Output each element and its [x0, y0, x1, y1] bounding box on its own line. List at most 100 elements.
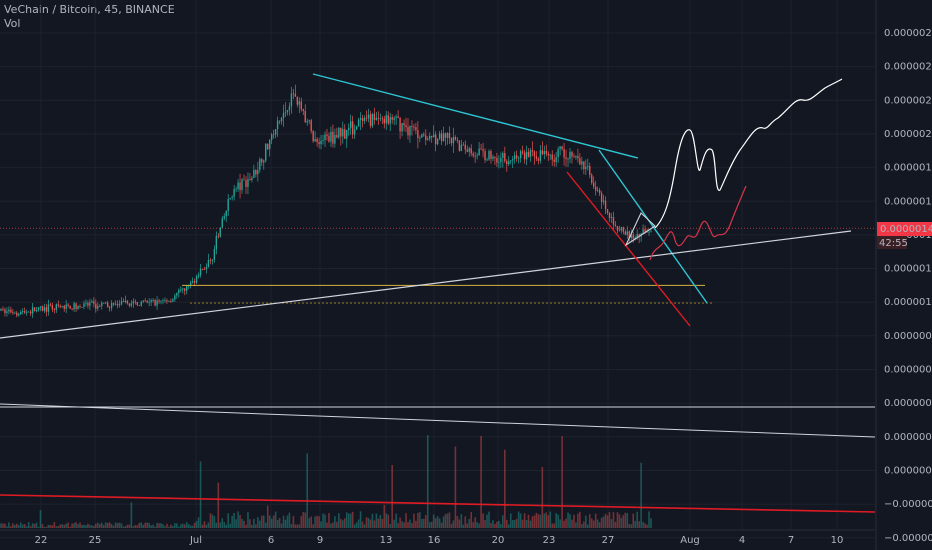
volume-bar [166, 523, 168, 528]
candle-body [263, 160, 265, 163]
candle-body [178, 289, 180, 294]
candle-body [498, 161, 500, 163]
volume-bar [521, 519, 524, 528]
candle-body [527, 151, 530, 157]
volume-bar [401, 521, 403, 528]
candle-body [371, 113, 374, 126]
volume-bar [284, 519, 287, 528]
candle-body [318, 142, 320, 145]
candle-body [296, 96, 299, 105]
time-axis[interactable]: 22 25 Jul 6 9 13 16 20 23 27 Aug 4 7 10 [0, 529, 875, 546]
volume-bar [575, 522, 577, 528]
volume-bar [231, 515, 233, 528]
candle-body [274, 129, 277, 135]
volume-bar [187, 524, 190, 528]
volume-bar [225, 524, 228, 528]
candle-body [239, 182, 241, 191]
candle-body [470, 148, 472, 154]
candle-body [160, 301, 162, 302]
candle-body [71, 308, 73, 310]
candle-body [237, 182, 239, 189]
volume-bar [622, 515, 625, 528]
candle-body [417, 130, 419, 139]
candle-body [91, 301, 93, 303]
volume-bar [270, 518, 273, 528]
volume-bar [545, 512, 548, 528]
candle-body [158, 300, 160, 302]
candle-body [551, 154, 553, 160]
volume-bar [278, 518, 281, 528]
time-tick-label: 23 [543, 535, 556, 546]
volume-bar [162, 524, 164, 528]
volume-bar [300, 516, 303, 528]
volume-bar [17, 525, 20, 528]
candle-body [140, 301, 142, 306]
volume-bar [547, 515, 550, 528]
candle-body [328, 135, 330, 142]
candle-body [314, 139, 316, 142]
candle-body [247, 179, 249, 187]
candle-body [221, 218, 223, 228]
candle-body [496, 157, 498, 163]
volume-bar [259, 520, 261, 528]
price-axis[interactable]: 0.00000260 0.00000240 0.00000220 0.00000200… [875, 0, 932, 550]
volume-bar [389, 524, 392, 528]
volume-bar [616, 512, 619, 528]
candle-body [644, 229, 646, 232]
candle-body [330, 131, 332, 142]
volume-bar [444, 514, 447, 528]
volume-bar [361, 521, 364, 528]
volume-bar [379, 514, 382, 528]
candle-body [555, 157, 557, 162]
candle-body [351, 121, 354, 135]
candle-body [41, 306, 44, 311]
candle-body [531, 150, 534, 152]
candle-body [517, 158, 520, 159]
volume-bar [391, 465, 393, 528]
volume-bar [421, 518, 423, 528]
volume-bar [255, 524, 257, 528]
candle-body [83, 303, 85, 307]
volume-bar [598, 522, 601, 528]
candle-body [401, 123, 403, 132]
candle-body [492, 156, 494, 159]
symbol-title: VeChain / Bitcoin, 45, BINANCE [4, 3, 175, 16]
volume-bar [10, 526, 12, 528]
candle-body [45, 307, 48, 312]
volume-bar [63, 524, 66, 528]
candle-body [306, 121, 308, 123]
volume-bar [328, 513, 330, 528]
candle-body [47, 304, 50, 312]
candle-body [95, 303, 97, 309]
volume-bar [640, 462, 642, 528]
volume-bar [205, 524, 208, 528]
volume-bar [108, 522, 111, 528]
candle-body [43, 307, 46, 311]
candle-body [122, 301, 125, 303]
candle-body [464, 144, 466, 150]
volume-bar [53, 522, 56, 528]
candle-body [648, 231, 650, 233]
volume-bar [310, 516, 312, 528]
volume-bar [124, 525, 127, 528]
candle-body [35, 310, 38, 312]
candle-body [589, 165, 591, 175]
candle-body [182, 288, 184, 290]
volume-bar [450, 523, 453, 528]
candle-body [39, 306, 42, 308]
volume-bar [424, 515, 427, 528]
volume-bar [272, 515, 275, 528]
candle-body [243, 179, 245, 181]
candle-body [521, 151, 524, 153]
candle-body [81, 306, 83, 308]
volume-bar [241, 518, 243, 528]
volume-bar [199, 461, 202, 528]
candle-body [602, 200, 605, 202]
volume-bar [569, 514, 571, 528]
time-tick-label: 9 [317, 535, 323, 546]
volume-bar [209, 513, 212, 528]
trendline-drawings [0, 73, 876, 513]
volume-bar [120, 523, 123, 528]
volume-bar [561, 436, 563, 528]
